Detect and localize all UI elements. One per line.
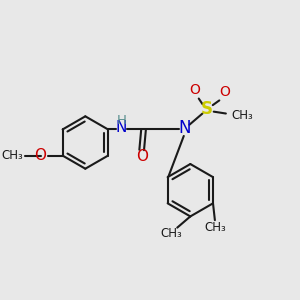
Text: CH₃: CH₃: [2, 149, 23, 162]
Text: O: O: [220, 85, 230, 99]
Text: O: O: [190, 83, 200, 97]
Text: CH₃: CH₃: [204, 221, 226, 234]
Text: H: H: [117, 115, 127, 128]
Text: O: O: [136, 149, 148, 164]
Text: CH₃: CH₃: [232, 109, 253, 122]
Text: N: N: [116, 120, 127, 135]
Text: N: N: [178, 119, 191, 137]
Text: O: O: [34, 148, 46, 163]
Text: S: S: [201, 100, 213, 118]
Text: CH₃: CH₃: [161, 227, 182, 240]
